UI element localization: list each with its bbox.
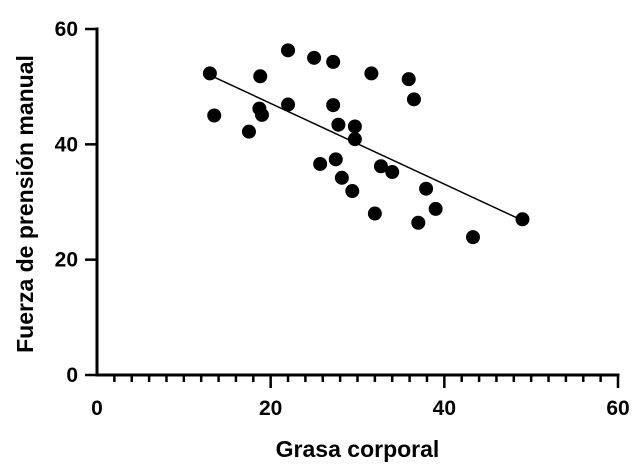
y-tick-label: 40 [55,133,78,156]
data-point [326,98,341,113]
data-point [345,184,360,199]
data-point [465,230,480,245]
data-point [241,124,256,139]
data-point [313,156,328,171]
data-point [254,107,269,122]
trend-line [209,74,523,222]
y-tick-label: 60 [55,18,78,41]
data-point [334,170,349,185]
data-point [328,152,343,167]
data-point [307,50,322,65]
data-point [253,69,268,84]
trend-line-layer [209,74,523,222]
y-ticks: 0 20 40 60 [55,18,97,387]
data-point [281,97,296,112]
x-tick-label: 20 [259,397,282,420]
points-layer [202,43,530,245]
data-point [385,165,400,180]
data-point [326,54,341,69]
data-point [406,92,421,107]
y-tick-label: 20 [55,249,78,272]
data-point [347,119,362,134]
data-point [401,72,416,87]
data-point [515,212,530,227]
data-point [411,215,426,230]
y-tick-label: 0 [66,364,78,387]
x-tick-label: 40 [433,397,456,420]
data-point [367,206,382,221]
x-tick-label: 0 [91,397,103,420]
data-point [364,66,379,81]
data-point [347,132,362,147]
data-point [373,159,388,174]
data-point [202,66,217,81]
x-axis-title: Grasa corporal [276,436,440,462]
data-point [281,43,296,58]
x-tick-label: 60 [606,397,629,420]
x-ticks: 0 20 40 60 [91,375,630,420]
data-point [419,181,434,196]
data-point [428,201,443,216]
y-axis-title: Fuerza de prensión manual [12,55,38,353]
data-point [207,108,222,123]
data-point [331,117,346,132]
axes [95,27,620,377]
